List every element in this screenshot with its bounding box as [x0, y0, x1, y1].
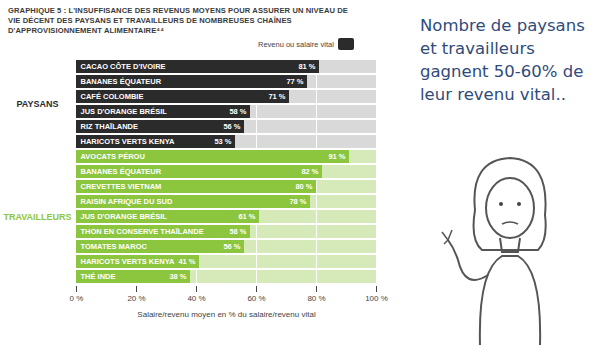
svg-text:40 %: 40 % — [187, 294, 205, 303]
svg-text:JUS D'ORANGE BRÉSIL: JUS D'ORANGE BRÉSIL — [81, 107, 168, 116]
svg-text:58 %: 58 % — [229, 107, 246, 116]
svg-text:THÉ INDE: THÉ INDE — [81, 272, 116, 281]
html-text:Nombre de paysans et travaille: Nombre de paysans et travailleurs gagnen… — [420, 16, 585, 104]
svg-text:56 %: 56 % — [223, 122, 240, 131]
svg-text:53 %: 53 % — [214, 137, 231, 146]
svg-text:81 %: 81 % — [298, 62, 315, 71]
svg-text:RIZ THAÏLANDE: RIZ THAÏLANDE — [81, 122, 139, 131]
svg-text:61 %: 61 % — [238, 212, 255, 221]
svg-text:71 %: 71 % — [268, 92, 285, 101]
svg-text:82 %: 82 % — [301, 167, 318, 176]
svg-text:41 %: 41 % — [178, 257, 195, 266]
svg-text:JUS D'ORANGE BRÉSIL: JUS D'ORANGE BRÉSIL — [81, 212, 168, 221]
svg-text:100 %: 100 % — [365, 294, 388, 303]
svg-text:TOMATES MAROC: TOMATES MAROC — [81, 242, 148, 251]
html-text:Revenu ou salaire vital: Revenu ou salaire vital — [258, 39, 334, 49]
html-text:GRAPHIQUE 5 : L'INSUFFISANCE D: GRAPHIQUE 5 : L'INSUFFISANCE DES REVENUS… — [8, 6, 348, 35]
svg-text:56 %: 56 % — [223, 242, 240, 251]
svg-text:THON EN CONSERVE THAÏLANDE: THON EN CONSERVE THAÏLANDE — [81, 227, 204, 236]
svg-text:AVOCATS PÉROU: AVOCATS PÉROU — [81, 152, 145, 161]
svg-text:BANANES ÉQUATEUR: BANANES ÉQUATEUR — [81, 77, 162, 86]
svg-text:Salaire/revenu moyen en % du s: Salaire/revenu moyen en % du salaire/rev… — [137, 310, 316, 319]
svg-text:91 %: 91 % — [328, 152, 345, 161]
svg-text:RAISIN AFRIQUE DU SUD: RAISIN AFRIQUE DU SUD — [81, 197, 173, 206]
svg-text:CREVETTES VIETNAM: CREVETTES VIETNAM — [81, 182, 162, 191]
svg-text:60 %: 60 % — [247, 294, 265, 303]
svg-text:78 %: 78 % — [289, 197, 306, 206]
svg-text:BANANES ÉQUATEUR: BANANES ÉQUATEUR — [81, 167, 162, 176]
svg-text:80 %: 80 % — [295, 182, 312, 191]
svg-text:CACAO CÔTE D'IVOIRE: CACAO CÔTE D'IVOIRE — [81, 62, 166, 71]
svg-text:80 %: 80 % — [307, 294, 325, 303]
svg-text:CAFÉ COLOMBIE: CAFÉ COLOMBIE — [81, 92, 144, 101]
svg-text:77 %: 77 % — [286, 77, 303, 86]
svg-text:20 %: 20 % — [127, 294, 145, 303]
html-text:PAYSANS: PAYSANS — [16, 99, 59, 109]
svg-text:0 %: 0 % — [70, 294, 84, 303]
html-text:TRAVAILLEURS: TRAVAILLEURS — [3, 211, 72, 222]
svg-text:HARICOTS VERTS KENYA: HARICOTS VERTS KENYA — [81, 137, 175, 146]
svg-text:58 %: 58 % — [229, 227, 246, 236]
svg-text:HARICOTS VERTS KENYA: HARICOTS VERTS KENYA — [81, 257, 175, 266]
svg-text:38 %: 38 % — [169, 272, 186, 281]
